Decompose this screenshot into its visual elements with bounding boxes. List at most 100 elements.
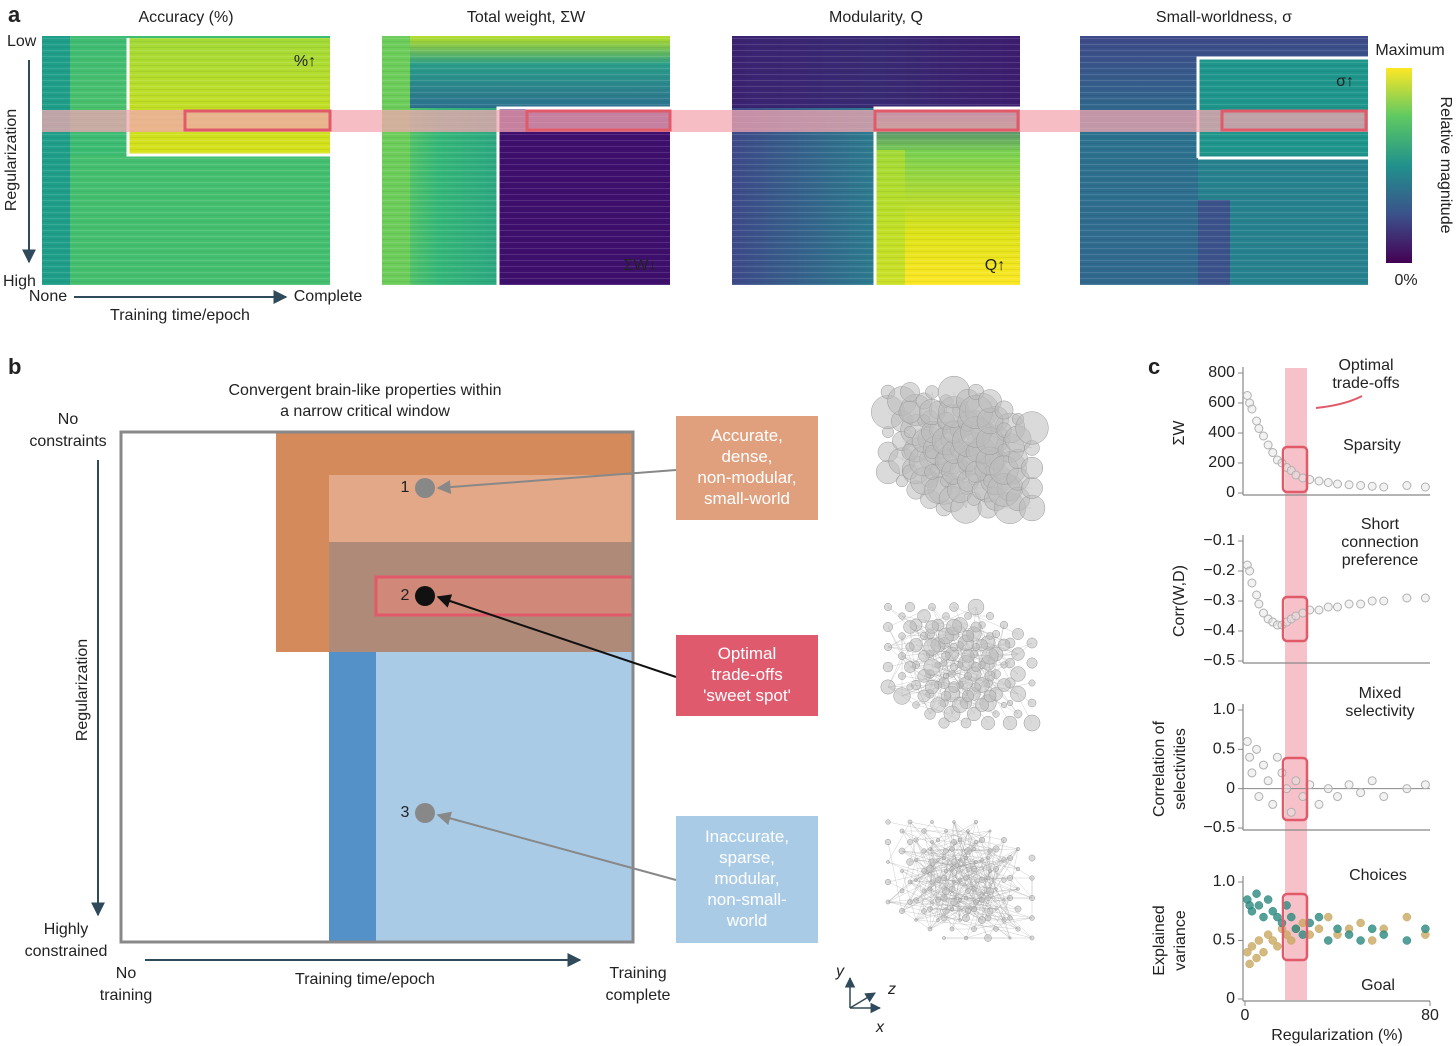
network-node [984,934,992,942]
network-node [1012,628,1024,640]
scatter-point [1247,578,1257,588]
network-node [973,899,979,905]
network-edge [909,881,961,921]
network-edge [965,928,997,939]
y-tick-label: 0.5 [1213,932,1235,949]
y-axis-label: Corr(W,D) [1171,565,1188,637]
network-edge [945,857,967,892]
scatter-point [1356,918,1365,928]
network-edge [929,848,967,919]
box-text: dense, [721,447,772,466]
network-node [884,643,892,651]
network-node [997,638,1011,652]
network-node [904,601,916,613]
network-node [949,846,955,852]
scatter-point [1291,924,1301,934]
network-node [948,670,956,678]
heatmap-marker: %↑ [294,53,316,70]
network-node [924,708,936,720]
y-tick-label: 0 [1226,484,1235,501]
network-node [1014,905,1022,913]
network-node [913,837,919,843]
state-point [415,586,435,606]
network-node [957,837,963,843]
box-text: sparse, [719,848,775,867]
network-node [1015,411,1049,445]
scatter-point [1263,776,1273,786]
network-node [941,855,947,861]
network-node [921,888,927,894]
network-node [941,875,947,881]
y-axis-label: ΣW [1171,420,1188,446]
outline [126,38,330,157]
network-node [978,916,986,924]
axis-label: Training time/epoch [295,971,435,988]
scatter-point [1324,912,1333,922]
network-node [1029,935,1035,941]
panel-annotation: connection [1341,534,1418,551]
network-node [924,464,940,480]
point-label: 1 [401,479,410,496]
network-node [884,878,892,886]
network-edge [975,626,1019,655]
axis-glyph: z [887,981,896,998]
network-node [984,914,992,922]
network-edge [909,859,917,883]
network-node [986,612,994,620]
network-node [925,620,939,634]
line [436,594,677,678]
axis-label: Training time/epoch [110,307,250,324]
scatter-point [1243,947,1252,957]
point-label: 2 [401,587,410,604]
network-node [914,878,918,882]
scatter-point [1259,760,1268,770]
highlight-box [1281,445,1309,494]
box-text: non-small- [707,890,786,909]
network-node [898,652,906,660]
network-node [917,689,931,703]
network-edge [909,861,977,883]
scatter-point [1420,593,1430,603]
axis-text: Training [609,965,666,982]
axis-text: training [100,987,152,1004]
box-text: non-modular, [697,468,796,487]
network-node [943,868,949,874]
network-node [898,847,906,855]
annotation: trade-offs [1332,375,1399,392]
network-node [1029,915,1035,921]
scatter-point [1268,907,1277,916]
network-node [978,836,986,844]
network-node [884,838,892,846]
network-edge [901,830,917,841]
panel-title: Convergent brain-like properties within [228,382,501,399]
network-node [970,661,982,673]
y-tick-label: 200 [1208,454,1235,471]
network-edge [995,848,1019,870]
y-tick-label: −0.2 [1203,562,1235,579]
network-node [899,828,905,834]
scatter-point [1344,780,1354,790]
scatter-point [1379,482,1389,492]
scatter-point [1259,912,1268,922]
scatter-point [1402,912,1412,922]
scatter-point [1254,424,1264,433]
network-node [963,895,969,901]
network-node [1027,698,1037,708]
network-node [1029,895,1035,901]
box-text: Accurate, [711,426,783,445]
scatter-point [1247,404,1257,414]
network-node [999,620,1009,630]
network-edge [989,850,1033,879]
network-node [942,612,950,620]
network-node [942,672,950,680]
scatter-point [1420,780,1430,790]
network-edge [1003,848,1019,921]
panel-label: c [1148,354,1160,379]
network-node [924,679,940,695]
network-node [994,907,998,911]
y-axis-label: variance [1172,910,1189,971]
network-edge [967,850,1011,859]
axis-text: Low [7,33,37,50]
scatter-point [1263,440,1273,450]
region [676,416,818,520]
